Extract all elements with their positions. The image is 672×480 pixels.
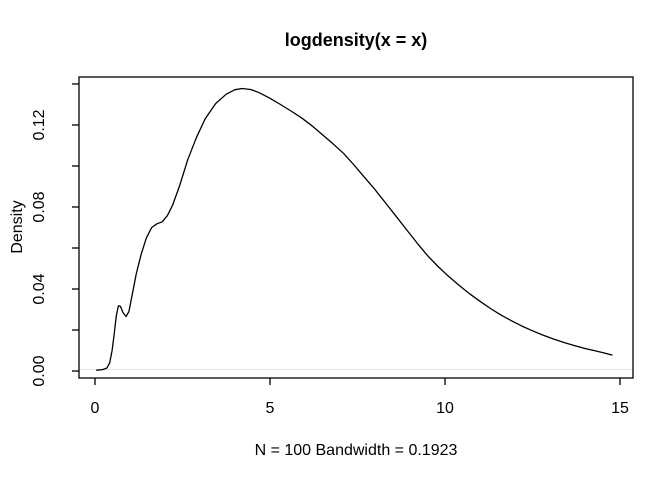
y-tick-label: 0.08 [31,191,48,222]
x-tick-label: 0 [91,400,100,417]
plot-title: logdensity(x = x) [285,30,428,50]
x-tick-label: 15 [611,400,629,417]
x-axis-label: N = 100 Bandwidth = 0.1923 [255,442,458,459]
y-axis: 0.00 0.04 0.08 0.12 [31,83,79,387]
density-curve [96,87,613,371]
plot-box [78,76,634,379]
y-tick-label: 0.00 [31,355,48,386]
y-axis-label: Density [9,200,26,253]
x-tick-label: 10 [436,400,454,417]
x-tick-label: 5 [266,400,275,417]
y-tick-label: 0.04 [31,273,48,304]
x-axis: 0 5 10 15 [91,378,629,417]
y-tick-label: 0.12 [31,109,48,140]
